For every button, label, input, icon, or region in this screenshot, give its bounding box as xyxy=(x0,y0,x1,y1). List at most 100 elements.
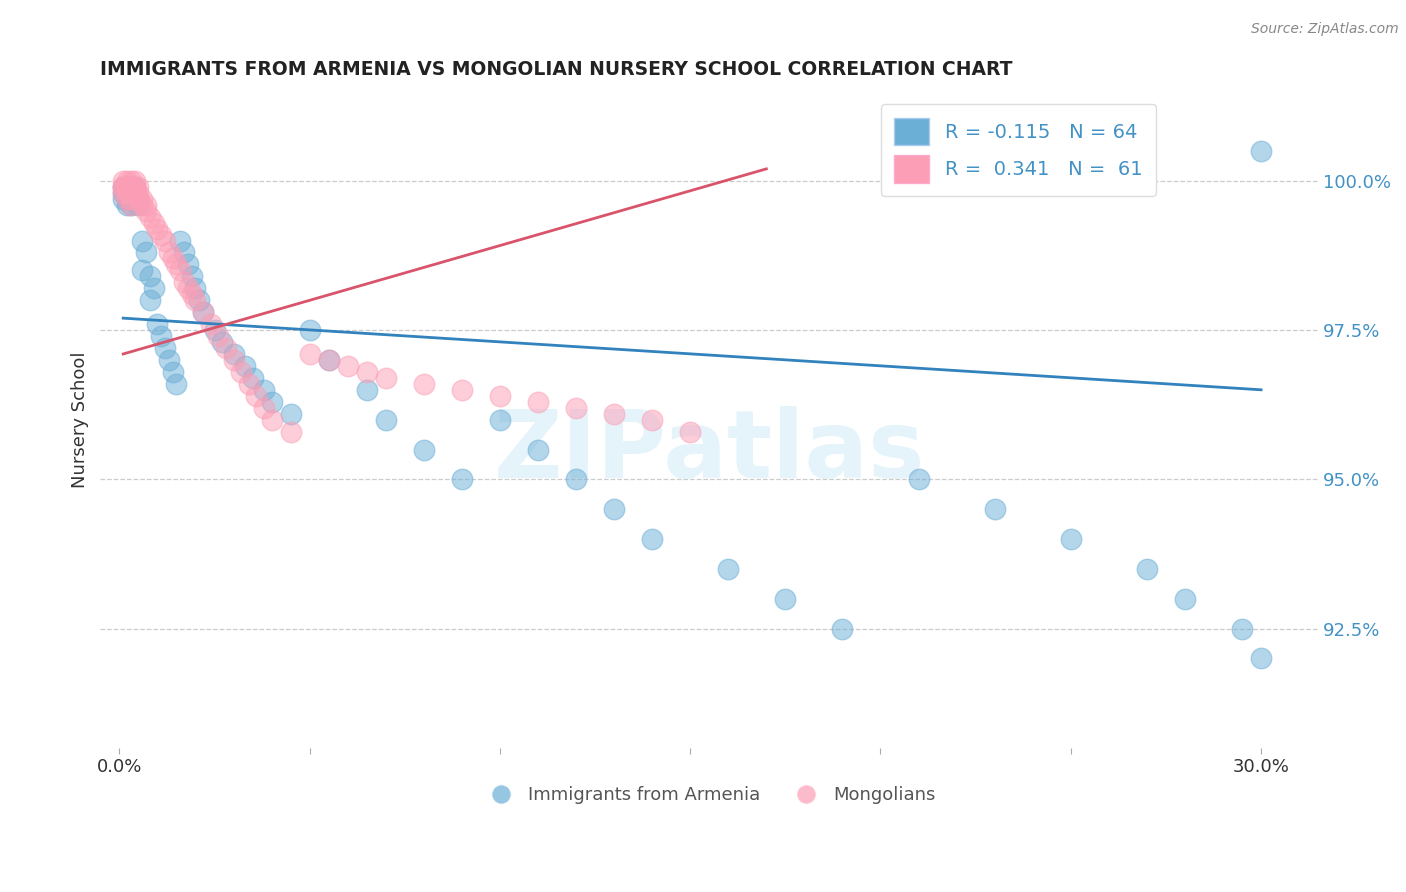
Point xyxy=(127,192,149,206)
Point xyxy=(356,383,378,397)
Point xyxy=(207,329,229,343)
Point xyxy=(1250,144,1272,158)
Point xyxy=(222,347,245,361)
Text: ZIPatlas: ZIPatlas xyxy=(494,407,925,499)
Point xyxy=(233,359,256,373)
Point xyxy=(112,192,135,206)
Point xyxy=(139,210,162,224)
Point xyxy=(157,245,180,260)
Y-axis label: Nursery School: Nursery School xyxy=(72,351,89,488)
Point xyxy=(120,197,142,211)
Point xyxy=(356,365,378,379)
Point xyxy=(565,472,588,486)
Point xyxy=(412,442,434,457)
Point xyxy=(112,179,135,194)
Point xyxy=(127,179,149,194)
Point xyxy=(412,376,434,391)
Point xyxy=(150,227,173,242)
Text: IMMIGRANTS FROM ARMENIA VS MONGOLIAN NURSERY SCHOOL CORRELATION CHART: IMMIGRANTS FROM ARMENIA VS MONGOLIAN NUR… xyxy=(100,60,1012,78)
Point xyxy=(374,412,396,426)
Point xyxy=(1060,532,1083,546)
Point xyxy=(120,192,142,206)
Point xyxy=(131,192,153,206)
Point xyxy=(120,174,142,188)
Point xyxy=(238,376,260,391)
Point xyxy=(374,371,396,385)
Point xyxy=(135,203,157,218)
Point xyxy=(318,353,340,368)
Point xyxy=(150,329,173,343)
Point xyxy=(124,179,146,194)
Point xyxy=(1136,562,1159,576)
Point xyxy=(211,334,233,349)
Point xyxy=(173,245,195,260)
Point xyxy=(451,383,474,397)
Point xyxy=(318,353,340,368)
Point xyxy=(983,502,1005,516)
Point xyxy=(907,472,929,486)
Point xyxy=(253,401,276,415)
Point xyxy=(146,317,169,331)
Point xyxy=(162,365,184,379)
Point xyxy=(115,179,138,194)
Point xyxy=(191,305,214,319)
Point xyxy=(169,234,191,248)
Point xyxy=(139,293,162,308)
Point xyxy=(124,186,146,200)
Point xyxy=(115,179,138,194)
Point xyxy=(177,257,200,271)
Point xyxy=(188,293,211,308)
Point xyxy=(142,281,165,295)
Point xyxy=(112,179,135,194)
Point xyxy=(641,532,664,546)
Point xyxy=(120,192,142,206)
Point xyxy=(603,407,626,421)
Point xyxy=(112,179,135,194)
Point xyxy=(180,287,202,301)
Point xyxy=(169,263,191,277)
Point xyxy=(177,281,200,295)
Point xyxy=(135,197,157,211)
Point xyxy=(641,412,664,426)
Point xyxy=(124,174,146,188)
Point xyxy=(120,186,142,200)
Point xyxy=(231,365,253,379)
Point xyxy=(131,263,153,277)
Point xyxy=(115,192,138,206)
Point xyxy=(1174,591,1197,606)
Point xyxy=(204,323,226,337)
Point xyxy=(527,394,550,409)
Point xyxy=(215,341,238,355)
Point xyxy=(142,216,165,230)
Point xyxy=(679,425,702,439)
Point xyxy=(127,192,149,206)
Point xyxy=(120,179,142,194)
Point xyxy=(127,197,149,211)
Point xyxy=(166,376,188,391)
Point xyxy=(173,276,195,290)
Point xyxy=(1250,651,1272,665)
Point xyxy=(157,353,180,368)
Point xyxy=(153,341,176,355)
Point xyxy=(565,401,588,415)
Point xyxy=(717,562,740,576)
Point xyxy=(115,179,138,194)
Point xyxy=(184,281,207,295)
Point xyxy=(127,186,149,200)
Point xyxy=(298,347,321,361)
Point xyxy=(124,186,146,200)
Text: Source: ZipAtlas.com: Source: ZipAtlas.com xyxy=(1251,22,1399,37)
Point xyxy=(184,293,207,308)
Point xyxy=(120,179,142,194)
Point xyxy=(112,186,135,200)
Point xyxy=(112,186,135,200)
Point xyxy=(527,442,550,457)
Point xyxy=(131,234,153,248)
Point xyxy=(200,317,222,331)
Point xyxy=(146,221,169,235)
Point xyxy=(153,234,176,248)
Point xyxy=(120,197,142,211)
Point xyxy=(260,394,283,409)
Point xyxy=(336,359,359,373)
Point xyxy=(1230,622,1253,636)
